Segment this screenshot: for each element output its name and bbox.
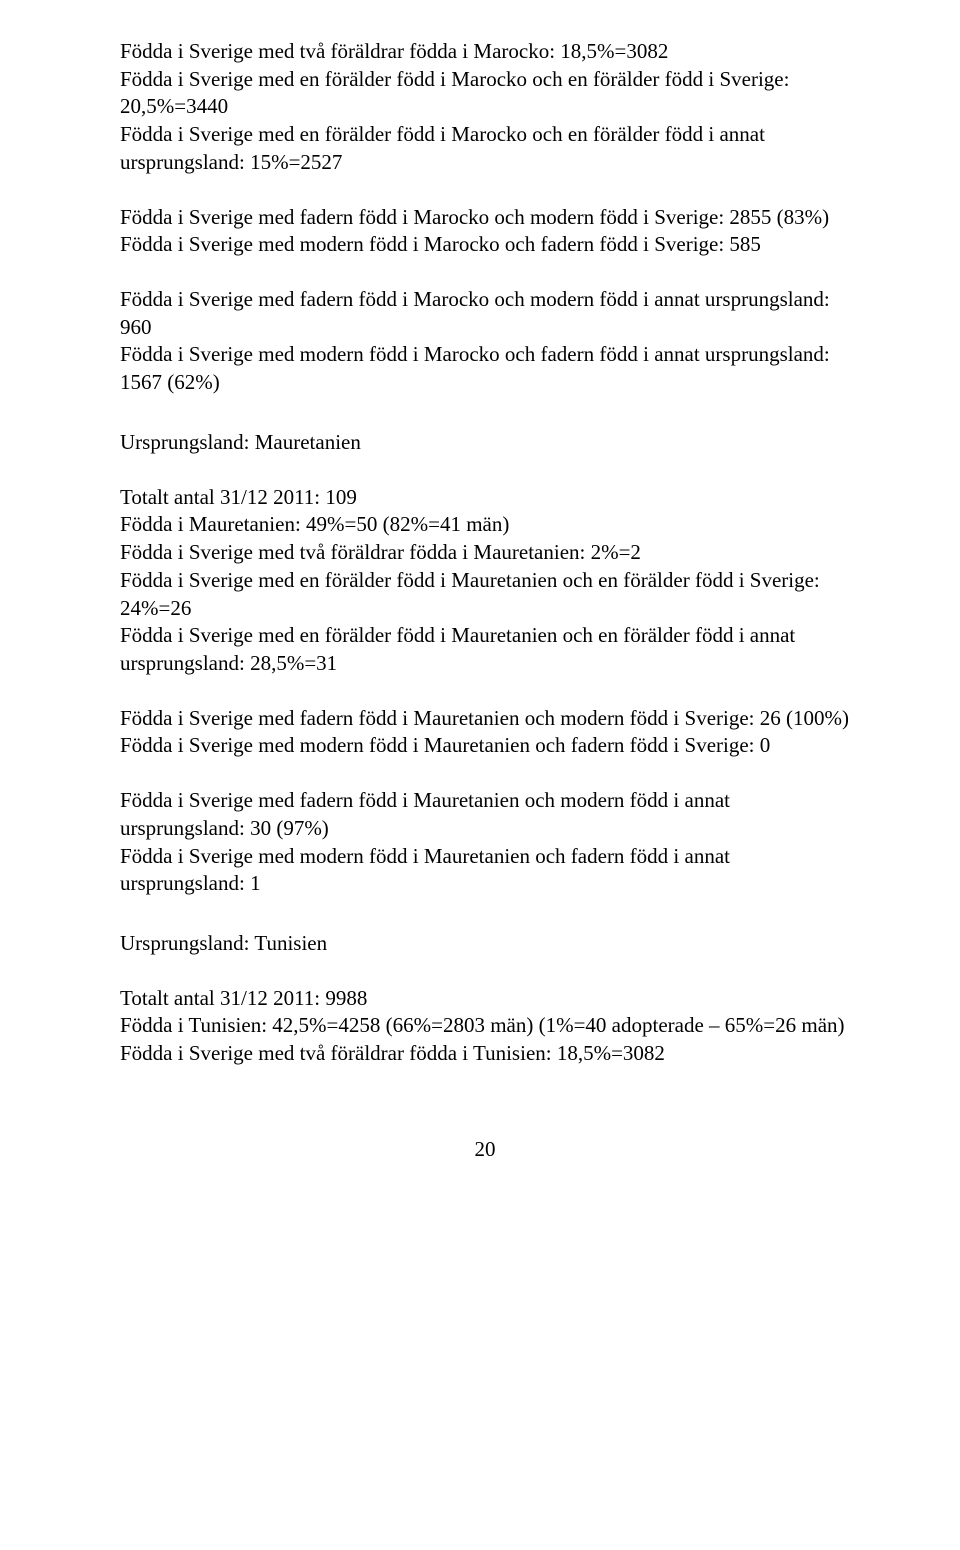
paragraph: Totalt antal 31/12 2011: 9988Födda i Tun… bbox=[120, 985, 850, 1068]
text-line: Födda i Sverige med modern född i Mauret… bbox=[120, 843, 850, 898]
text-line: Födda i Sverige med fadern född i Marock… bbox=[120, 286, 850, 341]
paragraph: Födda i Sverige med fadern född i Mauret… bbox=[120, 787, 850, 898]
text-line: Ursprungsland: Mauretanien bbox=[120, 429, 850, 457]
page-number: 20 bbox=[120, 1136, 850, 1164]
text-line: Födda i Sverige med en förälder född i M… bbox=[120, 66, 850, 121]
text-line: Födda i Sverige med en förälder född i M… bbox=[120, 121, 850, 176]
text-line: Totalt antal 31/12 2011: 109 bbox=[120, 484, 850, 512]
text-line: Födda i Sverige med modern född i Marock… bbox=[120, 341, 850, 396]
text-line: Födda i Sverige med en förälder född i M… bbox=[120, 622, 850, 677]
paragraph: Födda i Sverige med fadern född i Marock… bbox=[120, 286, 850, 397]
text-line: Totalt antal 31/12 2011: 9988 bbox=[120, 985, 850, 1013]
text-line: Födda i Sverige med två föräldrar födda … bbox=[120, 38, 850, 66]
text-line: Födda i Mauretanien: 49%=50 (82%=41 män) bbox=[120, 511, 850, 539]
text-line: Födda i Sverige med fadern född i Marock… bbox=[120, 204, 850, 232]
text-line: Ursprungsland: Tunisien bbox=[120, 930, 850, 958]
paragraph: Födda i Sverige med fadern född i Marock… bbox=[120, 204, 850, 259]
document-body: Födda i Sverige med två föräldrar födda … bbox=[120, 38, 850, 1068]
paragraph: Födda i Sverige med två föräldrar födda … bbox=[120, 38, 850, 177]
text-line: Födda i Sverige med en förälder född i M… bbox=[120, 567, 850, 622]
text-line: Födda i Sverige med två föräldrar födda … bbox=[120, 1040, 850, 1068]
text-line: Födda i Sverige med modern född i Marock… bbox=[120, 231, 850, 259]
paragraph: Totalt antal 31/12 2011: 109Födda i Maur… bbox=[120, 484, 850, 678]
text-line: Födda i Sverige med fadern född i Mauret… bbox=[120, 787, 850, 842]
text-line: Födda i Tunisien: 42,5%=4258 (66%=2803 m… bbox=[120, 1012, 850, 1040]
text-line: Födda i Sverige med modern född i Mauret… bbox=[120, 732, 850, 760]
paragraph: Födda i Sverige med fadern född i Mauret… bbox=[120, 705, 850, 760]
text-line: Födda i Sverige med två föräldrar födda … bbox=[120, 539, 850, 567]
text-line: Födda i Sverige med fadern född i Mauret… bbox=[120, 705, 850, 733]
paragraph: Ursprungsland: Mauretanien bbox=[120, 429, 850, 457]
paragraph: Ursprungsland: Tunisien bbox=[120, 930, 850, 958]
